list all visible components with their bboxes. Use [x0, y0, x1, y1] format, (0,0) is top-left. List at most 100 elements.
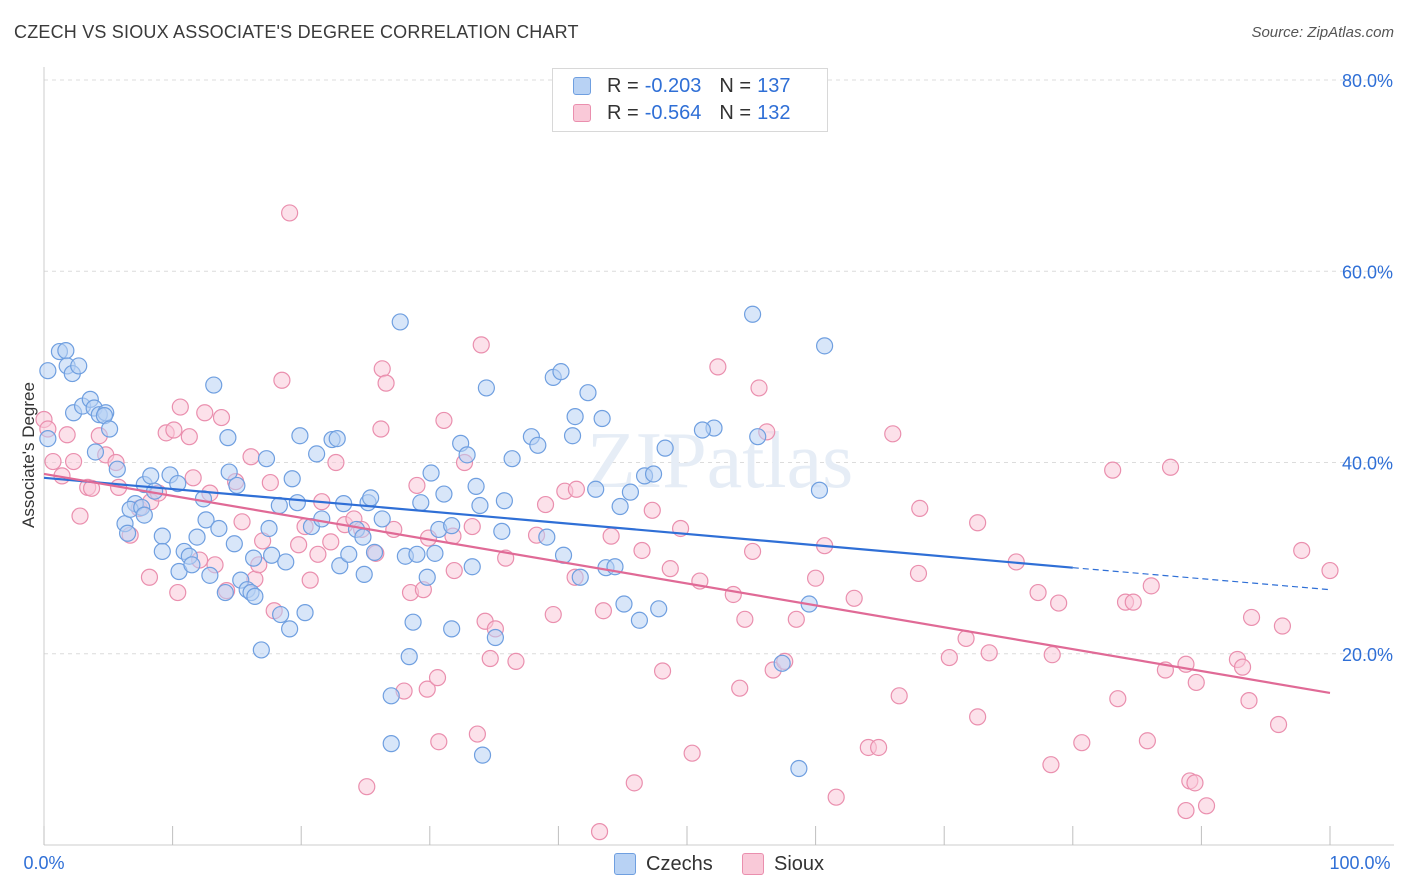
czech-point — [529, 436, 547, 454]
sioux-point — [536, 495, 555, 514]
sioux-r-label: R = — [607, 101, 639, 124]
sioux-point — [1269, 715, 1288, 734]
czech-point — [571, 568, 589, 586]
czech-point — [382, 735, 400, 753]
czech-point — [463, 558, 481, 576]
czech-point — [283, 470, 301, 488]
sioux-point — [567, 480, 586, 498]
sioux-point — [408, 476, 426, 495]
czech-point — [693, 421, 712, 439]
czech-point — [197, 511, 215, 529]
sioux-point — [1073, 734, 1091, 752]
sioux-n-label: N = — [719, 101, 752, 124]
chart-source: Source: ZipAtlas.com — [1251, 24, 1394, 41]
stats-row-czech: R = -0.203 N = 137 — [573, 74, 790, 98]
czech-point — [552, 363, 570, 381]
sioux-point — [171, 398, 189, 416]
czech-point — [228, 476, 246, 495]
sioux-point — [64, 452, 83, 471]
y-axis-label: Associate's Degree — [19, 382, 38, 528]
sioux-point — [140, 568, 159, 586]
sioux-point — [184, 469, 202, 487]
sioux-points — [35, 204, 1339, 841]
sioux-point — [261, 473, 279, 492]
sioux-point — [724, 585, 742, 604]
czech-n-value: 137 — [757, 74, 791, 97]
sioux-point — [180, 428, 198, 446]
czech-point — [296, 604, 314, 622]
czech-point — [435, 485, 453, 503]
legend-item-sioux[interactable]: Sioux — [742, 852, 824, 876]
czechs-legend-swatch — [614, 853, 636, 875]
legend-item-czechs[interactable]: Czechs — [614, 852, 713, 876]
czech-point — [400, 648, 418, 666]
czech-point — [70, 357, 88, 375]
czech-r-value: -0.203 — [644, 74, 702, 97]
sioux-point — [1050, 594, 1068, 612]
sioux-point — [969, 708, 987, 726]
sioux-point — [661, 560, 679, 578]
stats-legend: R = -0.203 N = 137 R = -0.564 N = 132 — [552, 68, 828, 132]
sioux-point — [290, 536, 308, 554]
sioux-point — [1124, 593, 1142, 611]
sioux-point — [430, 733, 448, 751]
czech-point — [308, 445, 326, 463]
sioux-n-value: 132 — [757, 101, 791, 124]
tick-labels: 20.0% 40.0% 60.0% 80.0% 0.0% 100.0% — [23, 71, 1393, 873]
czech-point — [313, 510, 331, 528]
sioux-point — [1161, 458, 1180, 476]
czech-point — [467, 477, 485, 496]
sioux-point — [709, 358, 727, 376]
sioux-point — [242, 448, 260, 466]
czech-point — [260, 519, 278, 538]
sioux-point — [1293, 541, 1311, 560]
czech-trend-extension — [1072, 567, 1331, 591]
sioux-point — [1187, 673, 1205, 692]
czech-point — [477, 379, 495, 397]
czech-point — [328, 429, 346, 448]
czech-point — [362, 489, 380, 507]
czech-point — [621, 483, 640, 501]
czech-point — [354, 528, 372, 546]
sioux-point — [787, 610, 805, 628]
czech-point — [743, 305, 762, 323]
czech-point — [650, 600, 668, 618]
sioux-point — [1240, 692, 1258, 710]
czech-point — [486, 628, 504, 647]
sioux-point — [845, 589, 863, 607]
sioux-point — [890, 687, 908, 705]
sioux-point — [1029, 583, 1047, 602]
czech-point — [412, 494, 430, 512]
czech-point — [188, 528, 206, 546]
czech-point — [593, 409, 611, 428]
sioux-point — [373, 360, 391, 378]
czech-point — [391, 313, 409, 331]
sioux-point — [870, 738, 888, 757]
czech-point — [443, 517, 461, 535]
czech-point — [426, 544, 444, 562]
sioux-point — [1186, 774, 1204, 792]
sioux-point — [327, 453, 345, 472]
sioux-point — [322, 533, 340, 551]
czech-point — [473, 746, 492, 764]
czech-point — [656, 439, 674, 457]
czech-point — [263, 546, 281, 564]
czech-point — [563, 427, 582, 445]
sioux-point — [212, 408, 231, 427]
sioux-point — [1242, 608, 1261, 627]
sioux-point — [1321, 561, 1339, 580]
czech-point — [615, 595, 633, 613]
czech-point — [118, 524, 137, 542]
czech-point — [749, 428, 767, 446]
czech-point — [418, 568, 436, 586]
sioux-point — [273, 371, 291, 389]
sioux-point — [472, 336, 490, 354]
sioux-point — [683, 744, 701, 762]
sioux-point — [1109, 690, 1127, 708]
sioux-legend-swatch — [742, 853, 764, 875]
sioux-point — [940, 648, 958, 667]
sioux-point — [418, 680, 436, 698]
czech-point — [773, 654, 791, 672]
czechs-legend-label: Czechs — [646, 852, 713, 875]
sioux-point — [233, 513, 251, 531]
